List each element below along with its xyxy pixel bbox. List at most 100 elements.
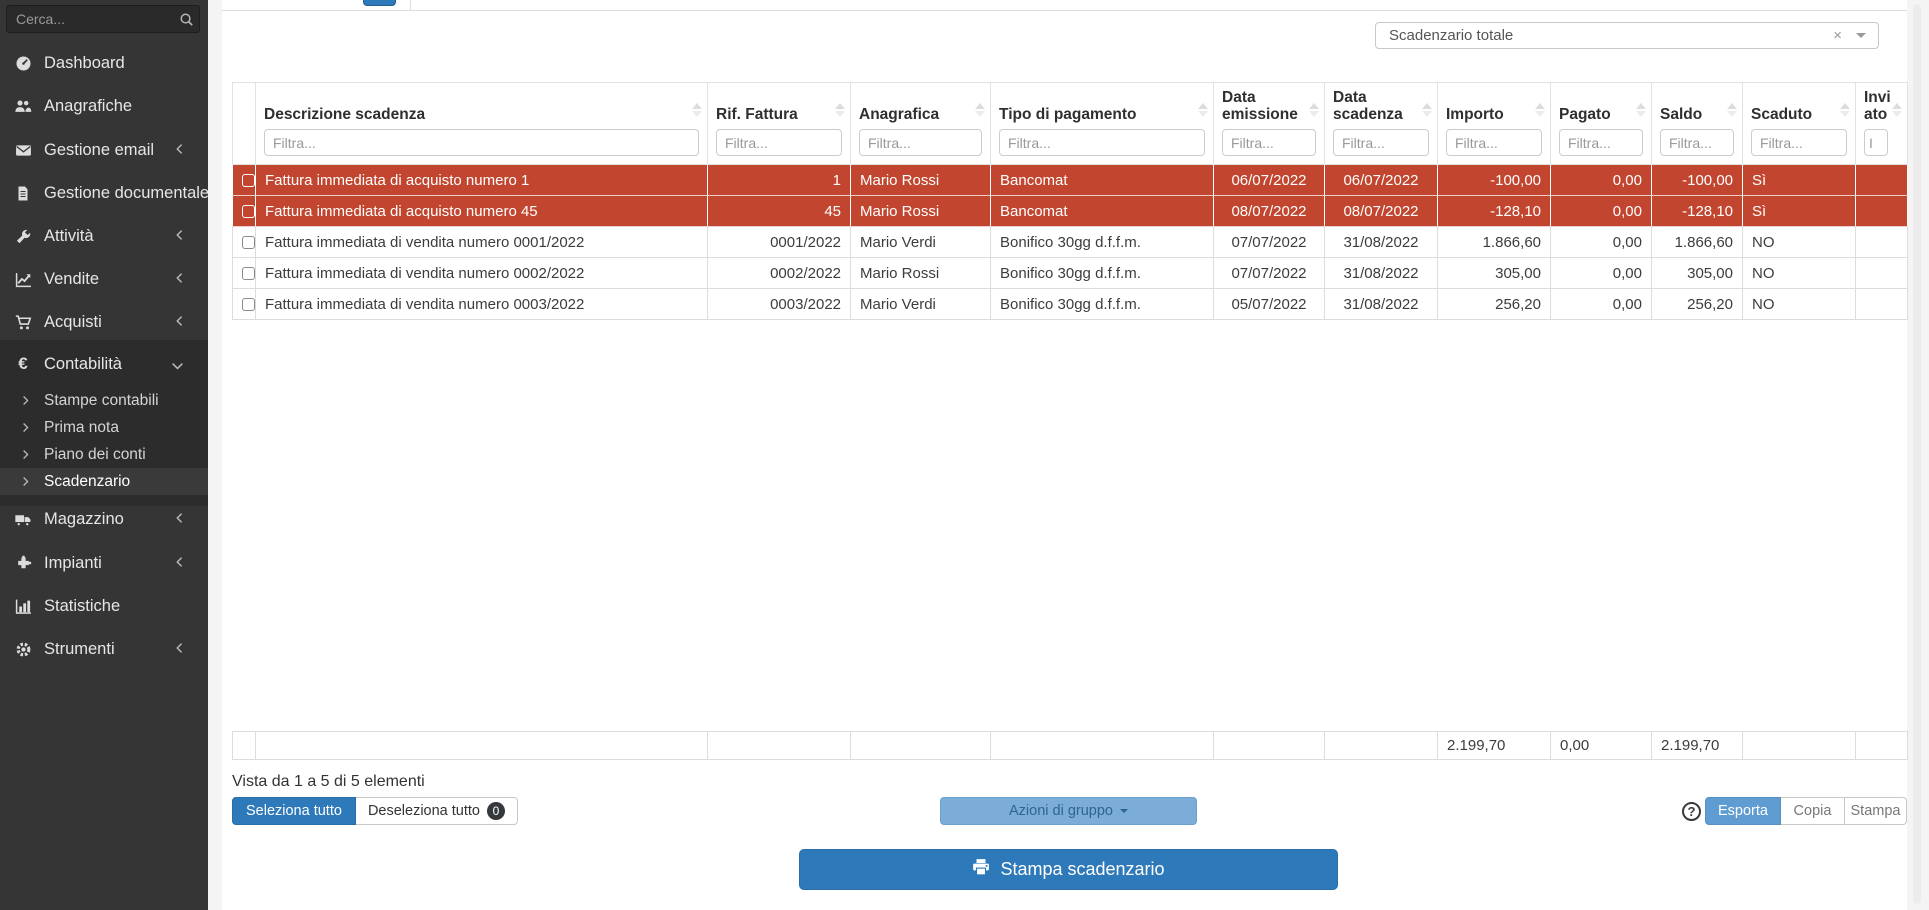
row-checkbox[interactable] [242,267,255,281]
sidebar-item-attivita[interactable]: Attività [0,222,208,250]
sidebar-item-anagrafiche[interactable]: Anagrafiche [0,92,208,120]
sidebar-item-vendite[interactable]: Vendite [0,265,208,293]
header-pagato[interactable]: Pagato [1550,82,1652,165]
sidebar-item-stampe-contabili[interactable]: Stampe contabili [0,387,208,414]
sidebar-item-statistiche[interactable]: Statistiche [0,592,208,620]
table-row[interactable]: Fattura immediata di vendita numero 0002… [232,257,1908,289]
cell-scadenza: 31/08/2022 [1324,257,1438,289]
results-info: Vista da 1 a 5 di 5 elementi [232,773,425,790]
search-input[interactable] [7,11,173,27]
sort-icon[interactable] [1198,103,1208,117]
sort-icon[interactable] [975,103,985,117]
sidebar-item-magazzino[interactable]: Magazzino [0,505,208,533]
table-row[interactable]: Fattura immediata di vendita numero 0003… [232,288,1908,320]
filter-inviato[interactable] [1864,129,1888,156]
sort-icon[interactable] [835,103,845,117]
header-data-scadenza[interactable]: Data scadenza [1324,82,1438,165]
euro-icon: € [18,354,28,373]
clear-selection-icon[interactable]: × [1833,27,1842,44]
cell-descrizione: Fattura immediata di vendita numero 0001… [255,226,708,258]
search-icon[interactable] [173,12,199,27]
truck-icon [14,510,32,528]
sidebar-item-strumenti[interactable]: Strumenti [0,635,208,663]
table-row[interactable]: Fattura immediata di vendita numero 0001… [232,226,1908,258]
filter-anagrafica[interactable] [859,129,982,156]
header-scaduto[interactable]: Scaduto [1742,82,1856,165]
cell-saldo: 1.866,60 [1651,226,1743,258]
sidebar-item-piano-dei-conti[interactable]: Piano dei conti [0,441,208,468]
sidebar-item-dashboard[interactable]: Dashboard [0,49,208,77]
sort-icon[interactable] [1535,103,1545,117]
sort-icon[interactable] [1422,103,1432,117]
header-saldo[interactable]: Saldo [1651,82,1743,165]
header-rif-fattura[interactable]: Rif. Fattura [707,82,851,165]
filter-pagato[interactable] [1559,129,1643,156]
sort-icon[interactable] [1892,103,1902,117]
chevron-left-icon [174,142,184,161]
sidebar-item-contabilita[interactable]: € Contabilità [0,350,208,378]
page-scrollbar[interactable] [1913,4,1921,904]
cell-scadenza: 31/08/2022 [1324,226,1438,258]
row-checkbox[interactable] [242,236,255,250]
filter-descrizione[interactable] [264,129,699,156]
sort-icon[interactable] [1636,103,1646,117]
cell-saldo: 305,00 [1651,257,1743,289]
filter-scaduto[interactable] [1751,129,1847,156]
filter-saldo[interactable] [1660,129,1734,156]
cell-emissione: 05/07/2022 [1213,288,1325,320]
cell-tipo: Bonifico 30gg d.f.f.m. [990,257,1214,289]
header-data-emissione[interactable]: Data emissione [1213,82,1325,165]
sidebar-item-scadenzario[interactable]: Scadenzario [0,468,208,495]
sort-icon[interactable] [1840,103,1850,117]
print-schedule-button[interactable]: Stampa scadenzario [799,849,1338,890]
export-button-group: Esporta Copia Stampa [1705,797,1907,825]
cell-scaduto: NO [1742,257,1856,289]
puzzle-icon [14,554,32,572]
copy-button[interactable]: Copia [1781,797,1845,825]
header-anagrafica[interactable]: Anagrafica [850,82,991,165]
header-importo[interactable]: Importo [1437,82,1551,165]
sidebar-item-prima-nota[interactable]: Prima nota [0,414,208,441]
filter-importo[interactable] [1446,129,1542,156]
cell-scaduto: Sì [1742,195,1856,227]
select-all-button[interactable]: Seleziona tutto [232,797,356,825]
schedule-scope-select[interactable]: Scadenzario totale × [1375,22,1879,49]
sidebar-subitem-label: Prima nota [44,418,119,436]
sidebar-item-gestione-documentale[interactable]: Gestione documentale [0,179,209,207]
header-inviato[interactable]: Inviato [1855,82,1908,165]
sidebar-search[interactable] [6,5,200,33]
filter-data-emissione[interactable] [1222,129,1316,156]
cell-tipo: Bancomat [990,195,1214,227]
sidebar-item-gestione-email[interactable]: Gestione email [0,136,208,164]
sort-icon[interactable] [1727,103,1737,117]
sidebar-item-label: Gestione email [44,140,155,159]
row-checkbox[interactable] [242,174,255,188]
cell-scadenza: 06/07/2022 [1324,164,1438,196]
sort-icon[interactable] [1309,103,1319,117]
export-button[interactable]: Esporta [1705,797,1781,825]
sidebar-item-acquisti[interactable]: Acquisti [0,308,208,336]
deselect-all-button[interactable]: Deseleziona tutto 0 [355,797,518,825]
row-checkbox[interactable] [242,205,255,219]
filter-tipo-pagamento[interactable] [999,129,1205,156]
cell-anagrafica: Mario Rossi [850,195,991,227]
filter-data-scadenza[interactable] [1333,129,1429,156]
total-empty [1213,731,1325,760]
table-row[interactable]: Fattura immediata di acquisto numero 45 … [232,195,1908,227]
table-row[interactable]: Fattura immediata di acquisto numero 1 1… [232,164,1908,196]
group-actions-button[interactable]: Azioni di gruppo [940,797,1197,825]
chevron-down-icon[interactable] [1856,33,1866,38]
filter-rif-fattura[interactable] [716,129,842,156]
tab-bar [222,0,1907,11]
active-tab-remnant[interactable] [363,0,396,6]
header-descrizione[interactable]: Descrizione scadenza [255,82,708,165]
sort-icon[interactable] [692,103,702,117]
header-tipo-pagamento[interactable]: Tipo di pagamento [990,82,1214,165]
envelope-icon [14,141,32,159]
cell-importo: 305,00 [1437,257,1551,289]
row-checkbox[interactable] [242,298,255,312]
print-button[interactable]: Stampa [1845,797,1907,825]
sidebar-item-impianti[interactable]: Impianti [0,549,208,577]
help-icon[interactable]: ? [1682,802,1701,821]
cell-pagato: 0,00 [1550,288,1652,320]
